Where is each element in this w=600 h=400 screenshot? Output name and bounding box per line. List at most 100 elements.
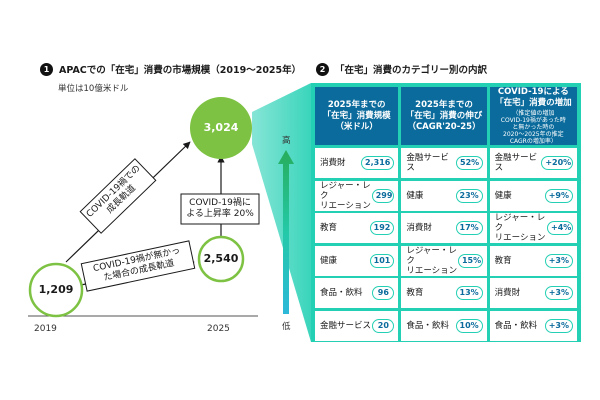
category-label: 健康 (320, 256, 337, 266)
header-growth: 2025年までの 「在宅」消費の伸び （CAGR'20-25） (401, 87, 487, 145)
category-label-line1: 消費財 (406, 223, 432, 233)
category-value-badge: 2,316 (361, 156, 395, 170)
category-label: 教育 (495, 256, 512, 266)
cell-covid-increase: 教育 +3% (489, 245, 577, 276)
category-label: 消費財 (320, 158, 346, 168)
header-growth-line3: （CAGR'20-25） (407, 121, 481, 132)
category-value-badge: 20 (372, 318, 395, 333)
header-note-line5: CAGRの増加率） (509, 138, 557, 145)
cell-market-size: 教育 192 (315, 213, 399, 243)
cell-growth: 教育 13% (401, 278, 487, 308)
table-row: 消費財 2,316 金融サービス 52% 金融サービス +20% (315, 148, 577, 178)
category-label-line1: 健康 (494, 190, 512, 201)
category-label: 食品・飲料 (406, 321, 449, 331)
header-note-line3: と無かった時の (512, 124, 555, 131)
category-value-badge: +4% (547, 221, 573, 235)
header-market-size-line3: （米ドル） (335, 121, 378, 132)
scale-high-label: 高 (282, 136, 291, 146)
category-label-line1: 教育 (406, 288, 424, 298)
header-covid-increase-line1: COVID-19による (497, 87, 569, 97)
section1-title-text: APACでの「在宅」消費の市場規模（2019～2025年） (59, 65, 302, 76)
header-covid-increase-note: （推定値の増加 COVID-19禍があった時 と無かった時の 2020～2025… (501, 110, 566, 145)
category-label: 教育 (406, 288, 423, 298)
cell-growth: 消費財 17% (401, 213, 487, 243)
nocovid-trajectory-label-box (80, 240, 196, 292)
category-label: 金融サービス (495, 153, 542, 173)
category-value-badge: +3% (544, 286, 573, 300)
header-note-line4: 2020～2025年の推定 (503, 131, 564, 138)
category-label-line1: 消費財 (320, 158, 346, 168)
category-label: 金融サービス (320, 321, 371, 331)
category-label-line1: 消費財 (494, 288, 521, 298)
cell-market-size: レジャー・レク リエーション 299 (315, 180, 399, 211)
table-row: レジャー・レク リエーション 299 健康 23% 健康 +9% (315, 180, 577, 211)
category-label-line1: レジャー・レク (320, 180, 371, 201)
connector-fan (252, 83, 311, 342)
category-label-line1: 健康 (320, 255, 338, 266)
cell-covid-increase: 健康 +9% (489, 180, 577, 211)
covid-trajectory-label-box (79, 158, 157, 234)
value-2019: 1,209 (38, 283, 74, 296)
category-value-badge: +3% (544, 318, 573, 333)
header-growth-line2: 「在宅」消費の伸び (405, 110, 483, 121)
cell-market-size: 消費財 2,316 (315, 148, 399, 178)
uplift-rate-label-box (180, 193, 260, 225)
header-market-size-line1: 2025年までの (327, 99, 386, 110)
category-value-badge: 17% (455, 221, 483, 235)
uplift-rate-label-line1: COVID-19禍に (189, 198, 251, 208)
section1-number: 1 (40, 62, 53, 76)
unit-label: 単位は10億米ドル (58, 84, 129, 94)
cell-market-size: 金融サービス 20 (315, 310, 399, 341)
header-market-size: 2025年までの 「在宅」消費規模 （米ドル） (315, 87, 399, 145)
category-label-line1: 食品・飲料 (406, 320, 449, 331)
category-label-line1: 教育 (494, 255, 512, 266)
bubble-2019 (28, 262, 84, 318)
scale-low-label: 低 (282, 322, 291, 332)
category-label-line1: 教育 (320, 223, 338, 233)
table-row: 教育 192 消費財 17% レジャー・レク リエーション +4% (315, 213, 577, 243)
category-label-line1: 金融サービス (494, 153, 538, 173)
category-label: レジャー・レク リエーション (495, 213, 547, 243)
category-label: 消費財 (495, 288, 521, 298)
table-header-row: 2025年までの 「在宅」消費規模 （米ドル） 2025年までの 「在宅」消費の… (315, 87, 577, 145)
category-label: 健康 (495, 191, 512, 201)
cell-covid-increase: 消費財 +3% (489, 278, 577, 308)
header-covid-increase-line2: 「在宅」消費の増加 (495, 98, 572, 108)
high-low-arrow (278, 150, 294, 314)
value-2025-base: 2,540 (203, 252, 239, 265)
cell-growth: 金融サービス 52% (401, 148, 487, 178)
category-label: 消費財 (406, 223, 432, 233)
category-label-line2: リエーション (406, 265, 458, 276)
table-row: 健康 101 レジャー・レク リエーション 15% 教育 +3% (315, 245, 577, 276)
cell-covid-increase: 食品・飲料 +3% (489, 310, 577, 341)
category-value-badge: 23% (455, 188, 483, 203)
header-covid-increase: COVID-19による 「在宅」消費の増加 （推定値の増加 COVID-19禍が… (489, 87, 577, 145)
cell-covid-increase: 金融サービス +20% (489, 148, 577, 178)
cell-market-size: 食品・飲料 96 (315, 278, 399, 308)
category-label-line1: 食品・飲料 (320, 288, 363, 298)
category-label: 健康 (406, 191, 423, 201)
category-label: 教育 (320, 223, 337, 233)
cell-growth: 健康 23% (401, 180, 487, 211)
uplift-rate-label-line2: よる上昇率 20% (186, 209, 254, 219)
category-value-badge: 10% (455, 318, 483, 333)
category-label: 食品・飲料 (320, 288, 363, 298)
category-label-line2: リエーション (320, 200, 371, 211)
table-row: 金融サービス 20 食品・飲料 10% 食品・飲料 +3% (315, 310, 577, 341)
category-value-badge: 192 (369, 221, 395, 235)
category-value-badge: +20% (541, 156, 573, 170)
category-breakdown-table: 2025年までの 「在宅」消費規模 （米ドル） 2025年までの 「在宅」消費の… (311, 83, 581, 342)
section2-title: 2 「在宅」消費のカテゴリー別の内訳 (316, 62, 487, 76)
category-label: レジャー・レク リエーション (406, 246, 458, 276)
category-value-badge: 101 (369, 253, 395, 268)
header-note-line1: （推定値の増加 (512, 110, 555, 117)
header-growth-line1: 2025年までの (415, 99, 473, 110)
cell-covid-increase: レジャー・レク リエーション +4% (489, 213, 577, 243)
category-value-badge: +9% (544, 188, 573, 203)
category-label-line1: レジャー・レク (494, 213, 546, 233)
category-label-line1: 健康 (406, 190, 424, 201)
category-label-line1: レジャー・レク (406, 245, 457, 266)
value-2025-covid: 3,024 (203, 121, 239, 134)
year-end: 2025 (207, 324, 230, 334)
